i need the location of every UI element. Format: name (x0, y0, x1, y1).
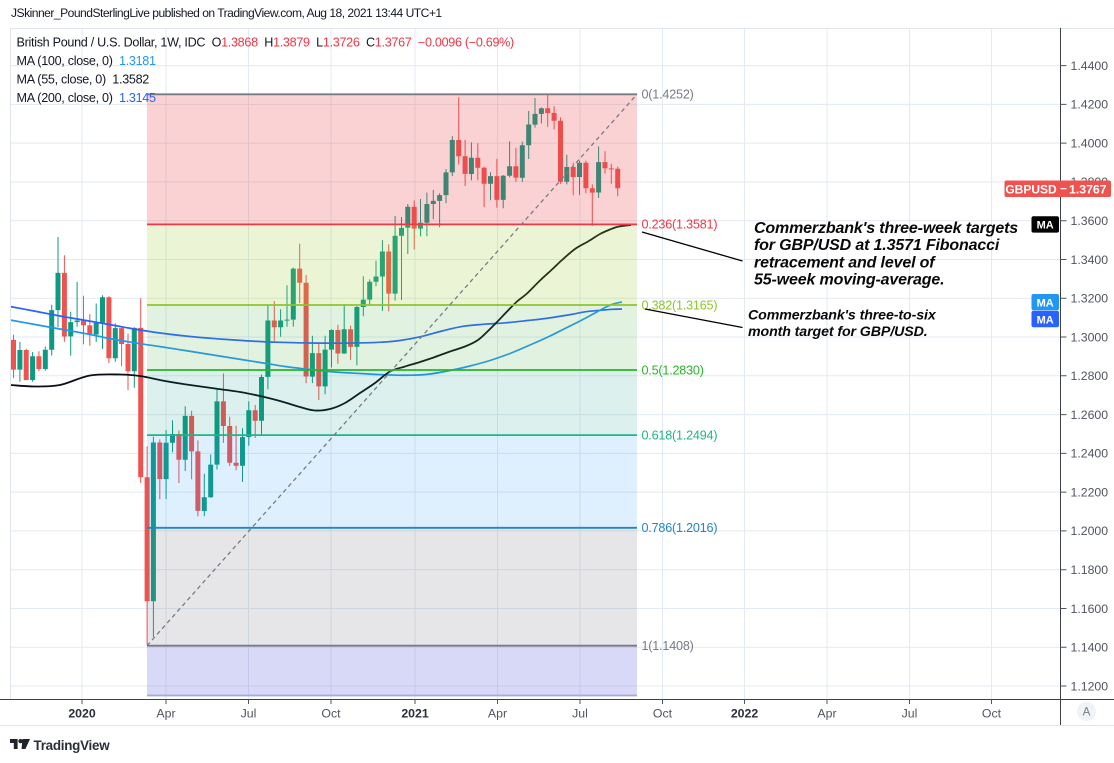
svg-text:1.4200: 1.4200 (1071, 98, 1109, 112)
svg-text:MA (100, close, 0) 1.3181: MA (100, close, 0) 1.3181 (17, 54, 157, 68)
svg-text:1.1800: 1.1800 (1071, 563, 1109, 577)
svg-text:Commerzbank's three-week targe: Commerzbank's three-week targets (754, 220, 1018, 237)
svg-text:1.2800: 1.2800 (1071, 369, 1109, 383)
svg-text:TradingView: TradingView (34, 738, 111, 753)
svg-text:0.618(1.2494): 0.618(1.2494) (642, 428, 718, 442)
svg-text:0.5(1.2830): 0.5(1.2830) (642, 363, 704, 377)
svg-text:Commerzbank's three-to-six: Commerzbank's three-to-six (748, 308, 937, 324)
svg-text:1.2400: 1.2400 (1071, 447, 1109, 461)
svg-text:retracement and level of: retracement and level of (754, 254, 936, 271)
svg-text:2022: 2022 (731, 707, 759, 721)
svg-text:British Pound / U.S. Dollar, 1: British Pound / U.S. Dollar, 1W, IDC O1.… (17, 36, 515, 50)
svg-text:0.236(1.3581): 0.236(1.3581) (642, 218, 718, 232)
svg-text:GBPUSD: GBPUSD (1005, 182, 1057, 196)
svg-text:1.3600: 1.3600 (1071, 214, 1109, 228)
svg-text:MA (200, close, 0) 1.3145: MA (200, close, 0) 1.3145 (17, 91, 157, 105)
svg-text:1.3767: 1.3767 (1069, 182, 1107, 196)
svg-text:Jul: Jul (572, 707, 588, 721)
svg-text:0.382(1.3165): 0.382(1.3165) (642, 298, 718, 312)
svg-text:Apr: Apr (817, 707, 836, 721)
svg-text:1.3400: 1.3400 (1071, 253, 1109, 267)
svg-text:0(1.4252): 0(1.4252) (642, 88, 694, 102)
svg-text:1.1600: 1.1600 (1071, 602, 1109, 616)
svg-text:for GBP/USD at 1.3571 Fibonacc: for GBP/USD at 1.3571 Fibonacci (754, 237, 1000, 254)
svg-text:1.2600: 1.2600 (1071, 408, 1109, 422)
svg-text:Jul: Jul (902, 707, 918, 721)
svg-text:JSkinner_PoundSterlingLive pub: JSkinner_PoundSterlingLive published on … (11, 6, 442, 20)
svg-text:2021: 2021 (401, 707, 429, 721)
svg-text:Oct: Oct (653, 707, 673, 721)
svg-text:MA: MA (1037, 314, 1054, 326)
svg-text:55-week moving-average.: 55-week moving-average. (754, 272, 944, 289)
svg-text:Apr: Apr (488, 707, 507, 721)
svg-text:1.4400: 1.4400 (1071, 59, 1109, 73)
svg-text:2020: 2020 (68, 707, 96, 721)
svg-text:1(1.1408): 1(1.1408) (642, 639, 694, 653)
svg-text:A: A (1083, 707, 1091, 719)
svg-text:1.1200: 1.1200 (1071, 679, 1109, 693)
svg-text:1.3200: 1.3200 (1071, 292, 1109, 306)
svg-text:Jul: Jul (241, 707, 257, 721)
svg-text:month target for GBP/USD.: month target for GBP/USD. (748, 324, 928, 340)
svg-text:1.2000: 1.2000 (1071, 524, 1109, 538)
svg-text:MA: MA (1037, 297, 1054, 309)
svg-text:Apr: Apr (156, 707, 175, 721)
svg-text:Oct: Oct (321, 707, 341, 721)
svg-text:1.4000: 1.4000 (1071, 136, 1109, 150)
svg-text:Oct: Oct (982, 707, 1002, 721)
svg-text:0.786(1.2016): 0.786(1.2016) (642, 521, 718, 535)
svg-text:1.1400: 1.1400 (1071, 641, 1109, 655)
svg-text:MA (55, close, 0) 1.3582: MA (55, close, 0) 1.3582 (17, 73, 150, 87)
svg-text:1.3000: 1.3000 (1071, 330, 1109, 344)
svg-text:1.2200: 1.2200 (1071, 485, 1109, 499)
svg-text:MA: MA (1037, 220, 1054, 232)
